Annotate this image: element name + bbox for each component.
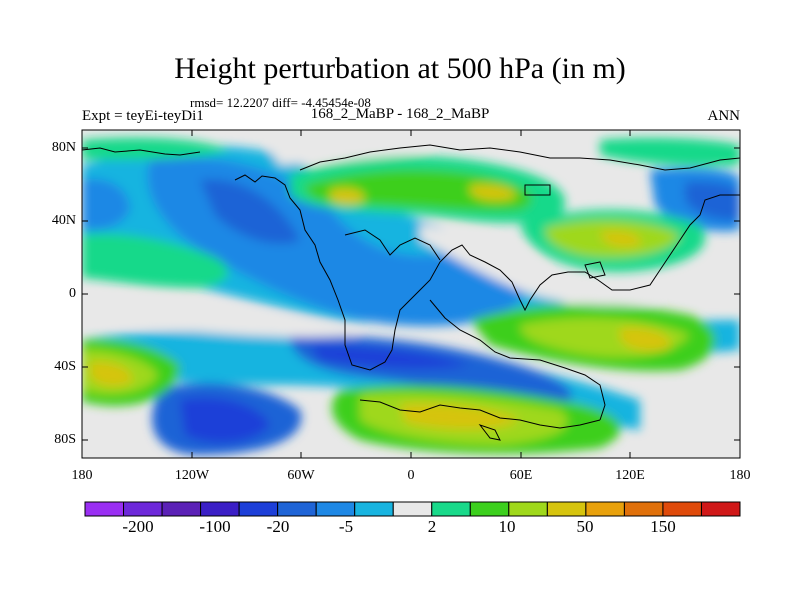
colorbar-swatch — [508, 501, 548, 517]
coastline-antarctica — [359, 399, 601, 429]
period-label: 168_2_MaBP - 168_2_MaBP — [310, 106, 490, 122]
colorbar-swatch — [700, 501, 741, 517]
colorbar-swatch — [277, 501, 317, 517]
field-sw-yellow — [90, 361, 133, 387]
field-sw-deep — [180, 397, 270, 443]
colorbar-swatch — [84, 501, 125, 517]
colorbar-swatch — [123, 501, 163, 517]
field-north-yellow-e — [470, 184, 516, 201]
island-3 — [584, 261, 606, 279]
lat-tick: 0 — [69, 286, 76, 301]
colorbar-swatch — [354, 501, 394, 517]
colorbar — [84, 501, 741, 517]
lat-tick: 40S — [54, 359, 76, 374]
coastline-greenland — [82, 147, 201, 156]
field-gap-north — [270, 142, 430, 165]
colorbar-label: -20 — [266, 517, 290, 536]
lon-tick: 180 — [71, 468, 93, 483]
coastlines — [82, 144, 740, 441]
colorbar-swatch — [623, 501, 664, 517]
lon-tick: 120E — [615, 468, 645, 483]
colorbar-label: -100 — [199, 517, 231, 536]
colorbar-swatch — [431, 501, 471, 517]
colorbar-swatch — [238, 501, 279, 517]
map-title: Height perturbation at 500 hPa (in m) — [174, 52, 626, 85]
lat-tick: 80S — [54, 432, 76, 447]
field-arctic-green — [82, 137, 230, 160]
colorbar-label: -5 — [338, 517, 354, 536]
colorbar-swatch — [662, 501, 702, 517]
colorbar-swatch — [585, 501, 625, 517]
field-east-yellow — [600, 230, 641, 247]
colorbar-swatch — [392, 501, 433, 517]
colorbar-swatch — [469, 501, 510, 517]
colorbar-label: -200 — [122, 517, 154, 536]
lon-tick: 0 — [407, 468, 415, 483]
field-east-deep — [685, 181, 740, 221]
field-west-blue — [82, 179, 130, 230]
lon-tick: 60E — [509, 468, 533, 483]
field-south-yellow — [400, 403, 520, 430]
stats-text: rmsd= 12.2207 diff= -4.45454e-08 — [190, 95, 371, 110]
coastline-africa — [429, 299, 606, 421]
field-southern-cyan — [82, 331, 640, 430]
colorbar-swatch — [315, 501, 356, 517]
colorbar-swatch — [200, 501, 240, 517]
lon-tick: 180 — [729, 468, 751, 483]
coastline-mid — [344, 229, 441, 261]
colorbar-swatch — [546, 501, 587, 517]
lon-tick: 120W — [174, 468, 210, 483]
coastline-north — [234, 174, 740, 371]
colorbar-swatch — [161, 501, 202, 517]
colorbar-label: 10 — [498, 517, 516, 536]
island-2 — [524, 184, 551, 196]
colorbar-label: 150 — [650, 517, 676, 536]
field-se-yellow — [620, 327, 671, 352]
colorbar-label: 50 — [576, 517, 594, 536]
lat-tick: 40N — [51, 213, 76, 228]
island-1 — [478, 424, 501, 441]
lat-tick: 80N — [51, 140, 76, 155]
lon-tick: 60W — [287, 468, 315, 483]
axis-ticks — [82, 130, 740, 458]
field-west-green — [82, 233, 229, 288]
colorbar-label: 2 — [427, 517, 437, 536]
field-gap-south — [82, 299, 360, 338]
coastline-arctic — [299, 144, 740, 171]
field-arctic-green-east — [600, 137, 740, 167]
season-label: ANN — [707, 108, 741, 124]
experiment-label: Expt = teyEi-teyDi1 — [82, 108, 204, 124]
field-gap-equator — [420, 225, 660, 306]
field-north-yellow-w — [330, 188, 365, 205]
field-southern-deep — [310, 345, 470, 369]
contour-field — [82, 130, 740, 458]
field-deep-blue — [200, 179, 300, 244]
